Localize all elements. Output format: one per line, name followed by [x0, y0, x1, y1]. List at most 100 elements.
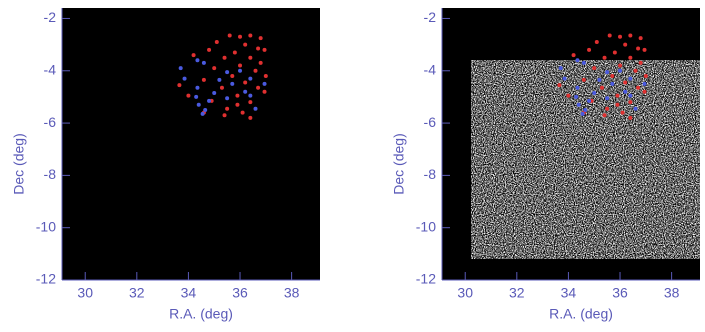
point — [195, 58, 199, 62]
point — [259, 61, 263, 65]
point — [256, 86, 260, 90]
x-tick-label: 36 — [232, 285, 248, 301]
point — [177, 83, 181, 87]
point — [592, 66, 596, 70]
point — [618, 69, 622, 73]
figure: -2-4-6-8-10-123032343638R.A. (deg)Dec (d… — [0, 0, 705, 332]
point — [559, 66, 563, 70]
point — [238, 69, 242, 73]
point — [615, 103, 619, 107]
x-tick-label: 34 — [181, 285, 197, 301]
point — [583, 108, 587, 112]
point — [623, 81, 627, 85]
point — [610, 74, 614, 78]
point — [575, 58, 579, 62]
point — [230, 82, 234, 86]
y-tick-label: -12 — [36, 271, 56, 287]
point — [254, 107, 258, 111]
y-tick-label: -8 — [44, 166, 57, 182]
y-tick-label: -10 — [416, 218, 436, 234]
point — [207, 99, 211, 103]
y-tick-label: -4 — [44, 61, 57, 77]
point — [203, 108, 207, 112]
point — [225, 70, 229, 74]
point — [572, 53, 576, 57]
point — [248, 77, 252, 81]
x-tick-label: 30 — [77, 285, 93, 301]
point — [233, 50, 237, 54]
point — [194, 95, 198, 99]
point — [248, 56, 252, 60]
point — [636, 86, 640, 90]
point — [618, 35, 622, 39]
point — [202, 78, 206, 82]
point — [587, 48, 591, 52]
point — [192, 53, 196, 57]
point — [643, 48, 647, 52]
point — [575, 86, 579, 90]
y-tick-label: -6 — [44, 114, 57, 130]
point — [639, 61, 643, 65]
point — [186, 94, 190, 98]
point — [263, 48, 267, 52]
point — [223, 113, 227, 117]
point — [608, 33, 612, 37]
point — [618, 64, 622, 68]
point — [628, 116, 632, 120]
point — [248, 100, 252, 104]
point — [197, 103, 201, 107]
point — [639, 36, 643, 40]
point — [207, 48, 211, 52]
point — [212, 66, 216, 70]
x-axis-title: R.A. (deg) — [549, 306, 613, 322]
point — [256, 47, 260, 51]
point — [628, 33, 632, 37]
y-tick-label: -6 — [424, 114, 437, 130]
y-tick-label: -10 — [36, 218, 56, 234]
y-tick-label: -8 — [424, 166, 437, 182]
point — [248, 33, 252, 37]
point — [644, 74, 648, 78]
point — [603, 56, 607, 60]
x-tick-label: 30 — [457, 285, 473, 301]
x-tick-label: 36 — [612, 285, 628, 301]
point — [628, 94, 632, 98]
y-axis-title: Dec (deg) — [391, 133, 407, 194]
point — [238, 64, 242, 68]
point — [230, 74, 234, 78]
point — [628, 100, 632, 104]
point — [605, 70, 609, 74]
point — [264, 74, 268, 78]
point — [577, 103, 581, 107]
x-tick-label: 34 — [561, 285, 577, 301]
x-tick-label: 32 — [509, 285, 525, 301]
point — [212, 91, 216, 95]
point — [628, 77, 632, 81]
point — [259, 36, 263, 40]
point — [581, 112, 585, 116]
point — [621, 111, 625, 115]
point — [623, 90, 627, 94]
point — [587, 99, 591, 103]
point — [225, 107, 229, 111]
point — [592, 91, 596, 95]
point — [235, 94, 239, 98]
point — [238, 35, 242, 39]
point — [563, 77, 567, 81]
y-axis-title: Dec (deg) — [11, 133, 27, 194]
y-tick-label: -4 — [424, 61, 437, 77]
point — [248, 94, 252, 98]
point — [574, 95, 578, 99]
point — [610, 82, 614, 86]
point — [263, 82, 267, 86]
point — [623, 43, 627, 47]
point — [243, 81, 247, 85]
point — [634, 69, 638, 73]
point — [202, 61, 206, 65]
point — [223, 56, 227, 60]
point — [225, 96, 229, 100]
point — [263, 90, 267, 94]
point — [220, 86, 224, 90]
point — [201, 112, 205, 116]
point — [605, 107, 609, 111]
